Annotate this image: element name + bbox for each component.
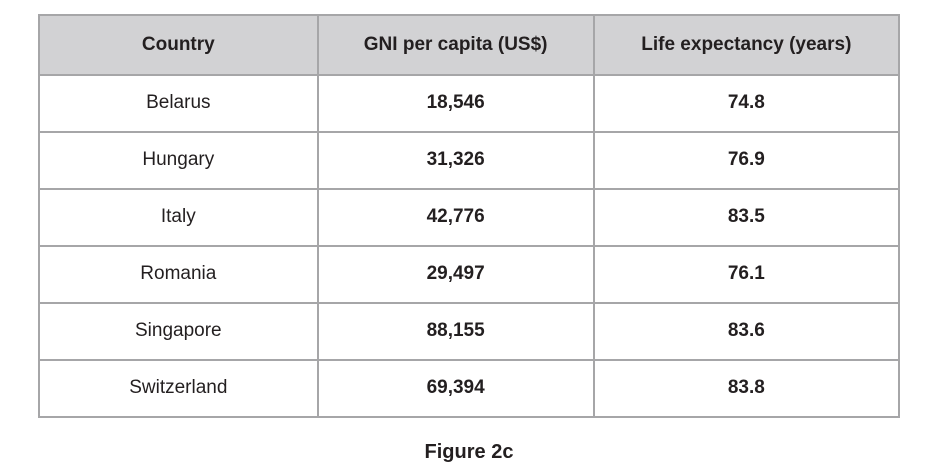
cell-gni-per-capita: 69,394 <box>316 359 595 418</box>
table-row: Hungary 31,326 76.9 <box>38 131 901 190</box>
data-table: Country GNI per capita (US$) Life expect… <box>38 14 901 418</box>
cell-country: Hungary <box>38 131 319 190</box>
cell-life-expectancy: 83.6 <box>592 302 901 361</box>
column-header-country: Country <box>38 14 319 76</box>
cell-country: Romania <box>38 245 319 304</box>
table-row: Switzerland 69,394 83.8 <box>38 359 901 418</box>
cell-gni-per-capita: 31,326 <box>316 131 595 190</box>
table-body: Belarus 18,546 74.8 Hungary 31,326 76.9 … <box>38 74 901 418</box>
table-header: Country GNI per capita (US$) Life expect… <box>38 14 901 76</box>
column-header-gni: GNI per capita (US$) <box>316 14 595 76</box>
cell-life-expectancy: 74.8 <box>592 74 901 133</box>
cell-life-expectancy: 83.5 <box>592 188 901 247</box>
table-row: Singapore 88,155 83.6 <box>38 302 901 361</box>
cell-life-expectancy: 83.8 <box>592 359 901 418</box>
cell-country: Switzerland <box>38 359 319 418</box>
cell-gni-per-capita: 29,497 <box>316 245 595 304</box>
table-row: Italy 42,776 83.5 <box>38 188 901 247</box>
cell-gni-per-capita: 88,155 <box>316 302 595 361</box>
table-row: Belarus 18,546 74.8 <box>38 74 901 133</box>
cell-gni-per-capita: 18,546 <box>316 74 595 133</box>
cell-country: Italy <box>38 188 319 247</box>
header-row: Country GNI per capita (US$) Life expect… <box>38 14 901 76</box>
cell-life-expectancy: 76.1 <box>592 245 901 304</box>
table-row: Romania 29,497 76.1 <box>38 245 901 304</box>
cell-country: Singapore <box>38 302 319 361</box>
cell-life-expectancy: 76.9 <box>592 131 901 190</box>
column-header-life-expectancy: Life expectancy (years) <box>592 14 901 76</box>
cell-gni-per-capita: 42,776 <box>316 188 595 247</box>
cell-country: Belarus <box>38 74 319 133</box>
figure-caption: Figure 2c <box>424 441 514 463</box>
figure-2c-container: Country GNI per capita (US$) Life expect… <box>38 14 901 464</box>
